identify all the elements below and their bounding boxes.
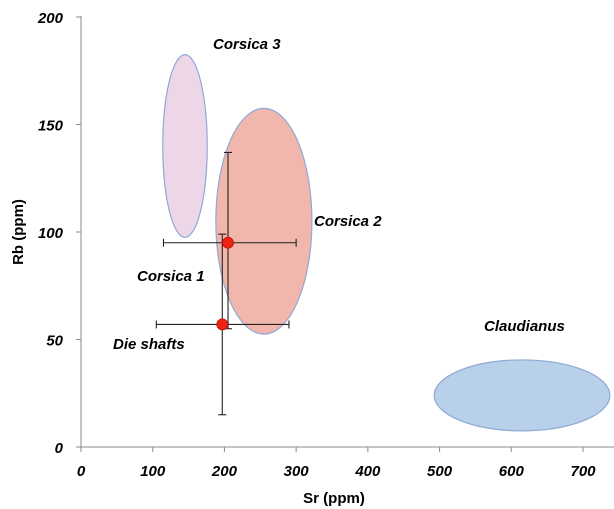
x-tick-label: 0 bbox=[77, 463, 86, 480]
annotation-corsica-3: Corsica 3 bbox=[213, 36, 281, 53]
y-tick-label: 100 bbox=[38, 225, 64, 242]
x-tick-label: 400 bbox=[354, 463, 381, 480]
data-point-die-shafts bbox=[216, 318, 229, 331]
x-tick-label: 500 bbox=[427, 463, 453, 480]
annotation-corsica-1: Corsica 1 bbox=[137, 268, 205, 285]
y-tick-label: 50 bbox=[46, 333, 63, 350]
x-tick-label: 600 bbox=[499, 463, 525, 480]
x-tick-labels: 0 100 200 300 400 500 600 700 bbox=[77, 447, 596, 480]
annotation-layer: Corsica 3 Corsica 2 Corsica 1 Die shafts… bbox=[113, 36, 565, 353]
y-tick-label: 200 bbox=[37, 10, 64, 27]
annotation-claudianus: Claudianus bbox=[484, 318, 565, 335]
region-corsica-2 bbox=[215, 107, 313, 335]
x-tick-label: 200 bbox=[211, 463, 238, 480]
region-claudianus bbox=[433, 359, 611, 432]
x-tick-label: 700 bbox=[570, 463, 596, 480]
y-tick-labels: 0 50 100 150 200 bbox=[37, 10, 81, 457]
point-layer bbox=[216, 236, 234, 331]
region-corsica-3 bbox=[162, 54, 208, 238]
x-axis-title: Sr (ppm) bbox=[303, 490, 365, 507]
data-point-corsica-1 bbox=[222, 236, 234, 249]
x-tick-label: 100 bbox=[140, 463, 166, 480]
y-axis-title: Rb (ppm) bbox=[10, 199, 27, 265]
y-tick-label: 150 bbox=[38, 118, 64, 135]
region-layer bbox=[162, 54, 611, 432]
y-tick-label: 0 bbox=[55, 440, 64, 457]
annotation-corsica-2: Corsica 2 bbox=[314, 213, 382, 230]
x-tick-label: 300 bbox=[284, 463, 310, 480]
annotation-die-shafts: Die shafts bbox=[113, 336, 185, 353]
